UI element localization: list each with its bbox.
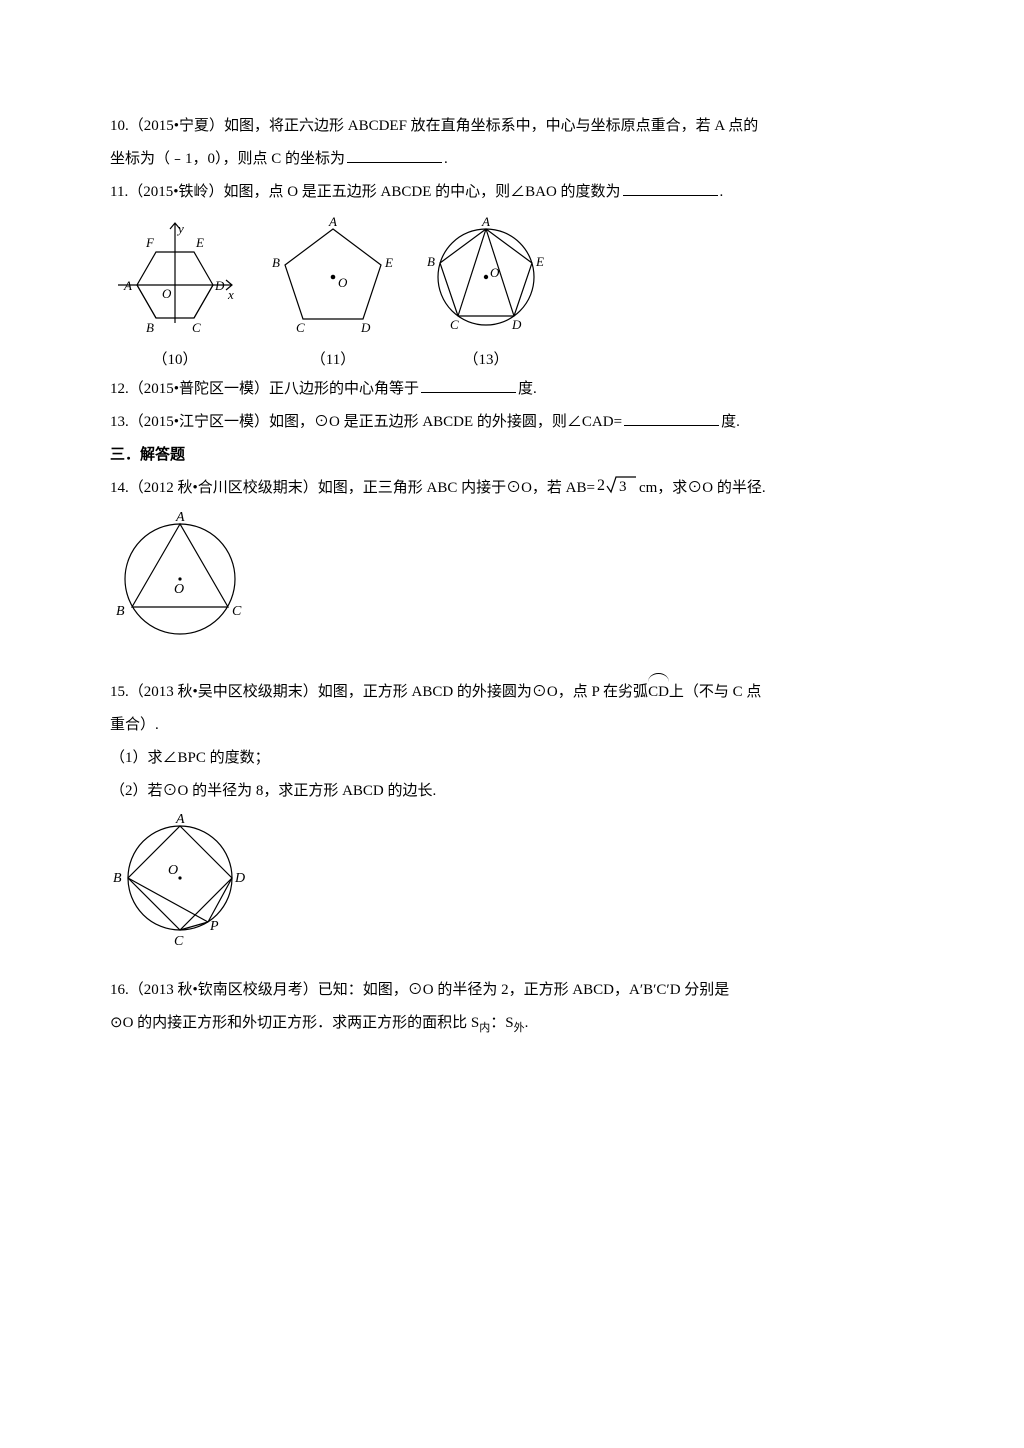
q14-after: cm，求⊙O 的半径.	[639, 480, 766, 496]
q16-line1: 16.（2013 秋•钦南区校级月考）已知：如图，⊙O 的半径为 2，正方形 A…	[110, 974, 914, 1007]
q16-line2: ⊙O 的内接正方形和外切正方形．求两正方形的面积比 S内：S外.	[110, 1007, 914, 1040]
sqrt-2root3: 23	[597, 474, 637, 507]
q13: 13.（2015•江宁区一模）如图，⊙O 是正五边形 ABCDE 的外接圆，则∠…	[110, 406, 914, 439]
q15-sub1: （1）求∠BPC 的度数；	[110, 742, 914, 775]
fig10-x: x	[227, 287, 234, 302]
fig13-E: E	[535, 254, 544, 269]
fig11-cap: （11）	[268, 350, 398, 371]
q10-blank	[347, 146, 442, 164]
q11-before: 11.（2015•铁岭）如图，点 O 是正五边形 ABCDE 的中心，则∠BAO…	[110, 184, 621, 200]
fig10-F: F	[145, 235, 155, 250]
q10-before: 坐标为（﹣1，0），则点 C 的坐标为	[110, 151, 345, 167]
fig10-D: D	[214, 278, 225, 293]
q16-sub-out: 外	[514, 1022, 525, 1034]
q13-before: 13.（2015•江宁区一模）如图，⊙O 是正五边形 ABCDE 的外接圆，则∠…	[110, 414, 622, 430]
fig11-svg: A B E C D O	[268, 215, 398, 335]
fig11-E: E	[384, 255, 393, 270]
fig13-A: A	[481, 215, 490, 229]
fig15-svg: A B D C P O	[110, 812, 250, 947]
fig-13: A B E C D O （13）	[426, 215, 546, 371]
q12-blank	[421, 376, 516, 394]
q11-blank	[623, 179, 718, 197]
q13-blank	[624, 409, 719, 427]
fig-10: F y E A O D x B C （10）	[110, 215, 240, 371]
fig11-D: D	[360, 320, 371, 335]
fig10-C: C	[192, 320, 201, 335]
q11: 11.（2015•铁岭）如图，点 O 是正五边形 ABCDE 的中心，则∠BAO…	[110, 176, 914, 209]
section3: 三．解答题	[110, 439, 914, 472]
fig13-D: D	[511, 317, 522, 332]
q10-line2: 坐标为（﹣1，0），则点 C 的坐标为.	[110, 143, 914, 176]
fig-15: A B D C P O	[110, 812, 914, 960]
fig10-A: A	[123, 278, 132, 293]
fig15-A: A	[175, 812, 185, 827]
arc-cd: CD	[648, 673, 669, 709]
q12: 12.（2015•普陀区一模）正八边形的中心角等于 度.	[110, 373, 914, 406]
q12-before: 12.（2015•普陀区一模）正八边形的中心角等于	[110, 381, 419, 397]
fig14-svg: A B C O	[110, 511, 250, 646]
fig10-B: B	[146, 320, 154, 335]
fig15-P: P	[209, 919, 219, 934]
fig13-C: C	[450, 317, 459, 332]
q10-after: .	[444, 151, 448, 167]
fig14-C: C	[232, 604, 242, 619]
fig10-E: E	[195, 235, 204, 250]
fig-11: A B E C D O （11）	[268, 215, 398, 371]
fig11-A: A	[328, 215, 337, 229]
svg-text:2: 2	[597, 477, 605, 494]
page: 10.（2015•宁夏）如图，将正六边形 ABCDEF 放在直角坐标系中，中心与…	[0, 0, 1024, 1448]
fig13-cap: （13）	[426, 350, 546, 371]
fig11-C: C	[296, 320, 305, 335]
q15-sub2: （2）若⊙O 的半径为 8，求正方形 ABCD 的边长.	[110, 775, 914, 808]
fig10-y: y	[176, 221, 184, 236]
fig11-O: O	[338, 275, 348, 290]
q15-after1: 上（不与 C 点	[669, 684, 762, 700]
fig10-cap: （10）	[110, 350, 240, 371]
fig15-B: B	[113, 871, 122, 886]
q14: 14.（2012 秋•合川区校级期末）如图，正三角形 ABC 内接于⊙O，若 A…	[110, 472, 914, 507]
fig13-O: O	[490, 265, 500, 280]
q15-line1: 15.（2013 秋•吴中区校级期末）如图，正方形 ABCD 的外接圆为⊙O，点…	[110, 673, 914, 709]
fig14-O: O	[174, 582, 184, 597]
q16-sub-in: 内	[479, 1022, 490, 1034]
fig15-O: O	[168, 863, 178, 878]
fig14-B: B	[116, 604, 125, 619]
q16-before: ⊙O 的内接正方形和外切正方形．求两正方形的面积比 S	[110, 1015, 479, 1031]
fig10-O: O	[162, 286, 172, 301]
q16-after: .	[525, 1015, 529, 1031]
fig13-svg: A B E C D O	[426, 215, 546, 335]
fig15-C: C	[174, 934, 184, 947]
fig14-A: A	[175, 511, 185, 525]
q12-after: 度.	[518, 381, 537, 397]
fig11-B: B	[272, 255, 280, 270]
fig-14: A B C O	[110, 511, 914, 659]
svg-text:3: 3	[619, 479, 627, 494]
q11-after: .	[720, 184, 724, 200]
fig10-svg: F y E A O D x B C	[110, 215, 240, 335]
fig15-D: D	[234, 871, 245, 886]
q15-line2: 重合）.	[110, 709, 914, 742]
q13-after: 度.	[721, 414, 740, 430]
q15-before: 15.（2013 秋•吴中区校级期末）如图，正方形 ABCD 的外接圆为⊙O，点…	[110, 684, 648, 700]
q16-mid: ：S	[490, 1015, 513, 1031]
q10-line1: 10.（2015•宁夏）如图，将正六边形 ABCDEF 放在直角坐标系中，中心与…	[110, 110, 914, 143]
fig13-B: B	[427, 254, 435, 269]
q14-before: 14.（2012 秋•合川区校级期末）如图，正三角形 ABC 内接于⊙O，若 A…	[110, 480, 595, 496]
figure-row: F y E A O D x B C （10）	[110, 215, 914, 371]
